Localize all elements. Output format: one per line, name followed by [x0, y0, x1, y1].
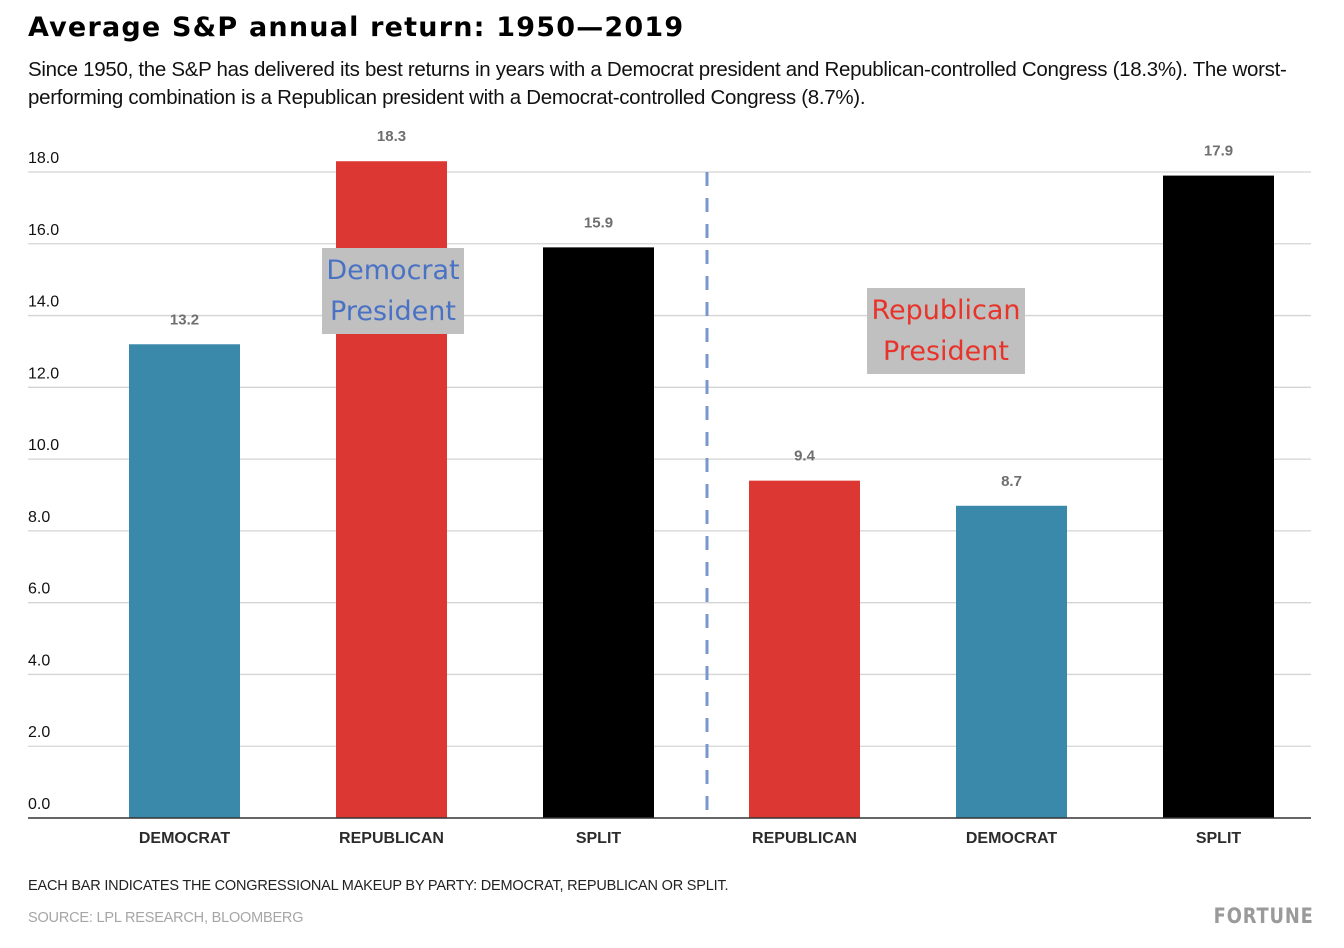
bar-value-label: 15.9 [584, 214, 613, 231]
y-tick-label: 16.0 [28, 222, 59, 239]
chart-title: Average S&P annual return: 1950—2019 [28, 12, 685, 43]
footnote: EACH BAR INDICATES THE CONGRESSIONAL MAK… [28, 878, 729, 894]
fortune-logo: FORTUNE [1213, 904, 1314, 928]
bars [129, 161, 1274, 819]
annotation-background [322, 248, 464, 334]
bar-value-label: 17.9 [1204, 143, 1233, 160]
bar-republican [749, 480, 860, 818]
bar-democrat [129, 344, 240, 818]
y-tick-label: 10.0 [28, 437, 59, 454]
y-tick-label: 14.0 [28, 294, 59, 311]
y-tick-label: 6.0 [28, 581, 50, 598]
value-labels: 13.2 18.3 15.9 9.4 8.7 17.9 [170, 128, 1233, 490]
bar-value-label: 8.7 [1001, 473, 1022, 490]
bar-value-label: 13.2 [170, 311, 199, 328]
democrat-president-annotation: Democrat President [322, 248, 464, 334]
x-category-label: DEMOCRAT [139, 830, 230, 847]
x-category-label: REPUBLICAN [339, 830, 444, 847]
x-category-label: REPUBLICAN [752, 830, 857, 847]
bar-value-label: 9.4 [794, 448, 816, 465]
y-tick-label: 8.0 [28, 509, 50, 526]
bar-split [1163, 175, 1274, 819]
y-tick-label: 12.0 [28, 365, 59, 382]
x-category-label: DEMOCRAT [966, 830, 1057, 847]
y-axis-ticks: 0.0 2.0 4.0 6.0 8.0 10.0 12.0 14.0 16.0 18.0 [28, 150, 59, 813]
y-tick-label: 4.0 [28, 652, 50, 669]
bar-chart: 0.0 2.0 4.0 6.0 8.0 10.0 12.0 14.0 16.0 18.0 13.2… [28, 128, 1311, 847]
group-annotations: Democrat President Republican President [322, 248, 1025, 374]
annotation-text: President [330, 296, 456, 327]
x-axis-labels: DEMOCRAT REPUBLICAN SPLIT REPUBLICAN DEMOCRA… [139, 830, 1242, 847]
gridlines [28, 171, 1311, 747]
bar-value-label: 18.3 [377, 128, 406, 145]
chart-subtitle: Since 1950, the S&P has delivered its be… [28, 58, 1287, 109]
x-category-label: SPLIT [1196, 830, 1242, 847]
bar-split [543, 247, 654, 818]
x-category-label: SPLIT [576, 830, 622, 847]
annotation-text: President [883, 336, 1009, 367]
republican-president-annotation: Republican President [867, 288, 1025, 374]
y-tick-label: 2.0 [28, 724, 50, 741]
annotation-text: Republican [871, 295, 1020, 326]
y-tick-label: 0.0 [28, 796, 50, 813]
y-tick-label: 18.0 [28, 150, 59, 167]
annotation-text: Democrat [326, 255, 459, 286]
bar-democrat [956, 505, 1067, 818]
source-note: SOURCE: LPL RESEARCH, BLOOMBERG [28, 910, 304, 926]
annotation-background [867, 288, 1025, 374]
